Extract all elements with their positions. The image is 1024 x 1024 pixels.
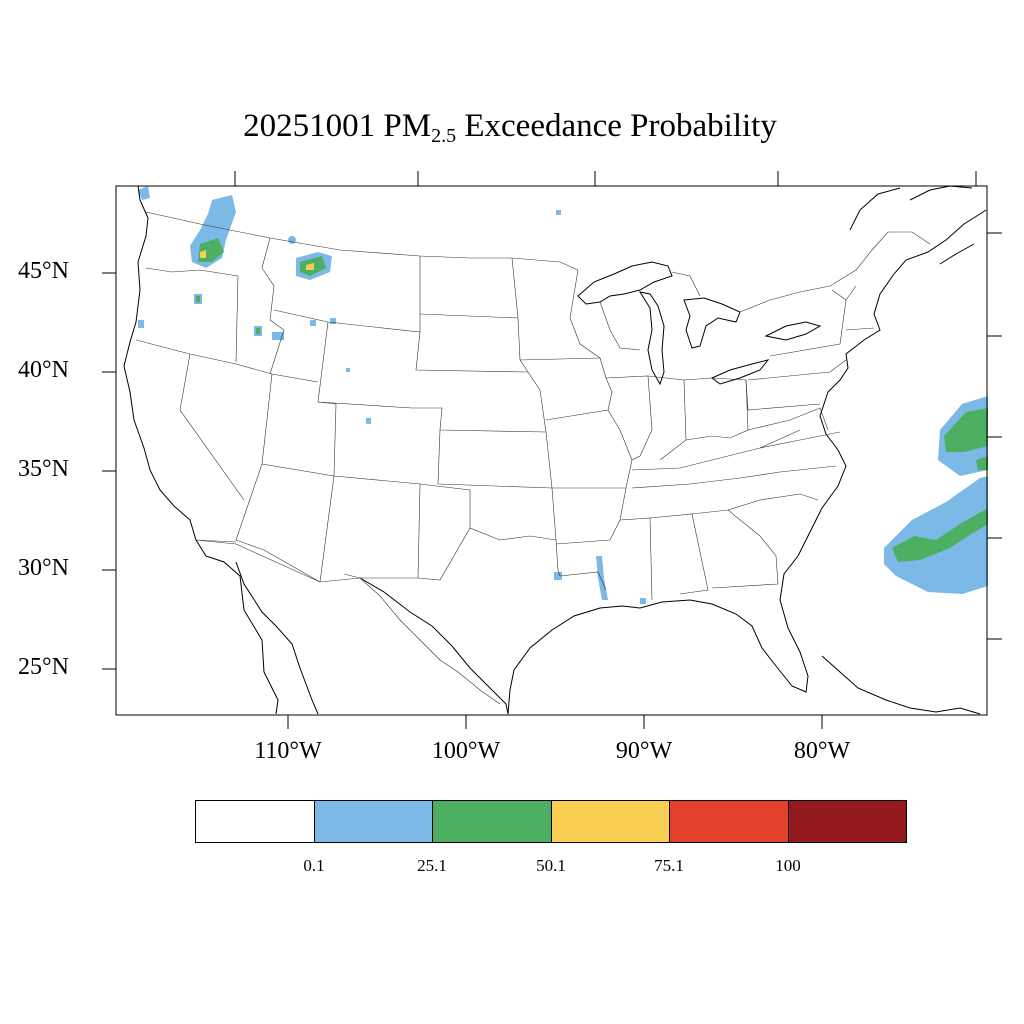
colorbar-label: 50.1 xyxy=(536,856,566,875)
tick-marks xyxy=(102,171,1002,729)
colorbar-segment xyxy=(670,801,789,842)
yellow-area-washington xyxy=(200,250,206,258)
green-area-atlantic-south xyxy=(892,508,988,562)
colorbar-segment xyxy=(788,801,906,842)
probability-areas xyxy=(138,186,988,604)
lat-label-30: 30°N xyxy=(18,555,69,581)
blue-area-atlantic-south xyxy=(884,476,988,594)
colorbar-label: 100 xyxy=(775,856,801,875)
colorbar-label: 75.1 xyxy=(654,856,684,875)
colorbar-segment xyxy=(196,801,315,842)
coastline xyxy=(123,185,987,715)
lat-label-35: 35°N xyxy=(18,456,69,482)
lon-label-80w: 80°W xyxy=(793,738,851,764)
colorbar-segment xyxy=(551,801,670,842)
state-borders xyxy=(135,211,931,601)
colorbar xyxy=(195,800,907,843)
great-lakes xyxy=(577,261,822,386)
green-area-atlantic-north xyxy=(944,408,988,452)
lat-label-45: 45°N xyxy=(18,258,69,284)
colorbar-label: 0.1 xyxy=(303,856,325,875)
blue-area-louisiana xyxy=(596,556,608,600)
map-frame xyxy=(115,185,988,716)
lon-label-90w: 90°W xyxy=(615,738,673,764)
lon-label-100w: 100°W xyxy=(431,738,501,764)
map-title: 20251001 PM2.5 Exceedance Probability xyxy=(243,108,777,147)
lat-label-25: 25°N xyxy=(18,654,69,680)
lat-label-40: 40°N xyxy=(18,357,69,383)
blue-area-bc xyxy=(138,186,150,200)
colorbar-segment xyxy=(433,801,552,842)
mexico-border xyxy=(195,539,501,705)
green-area-atlantic-north-2 xyxy=(976,456,988,470)
yellow-area-montana xyxy=(306,263,314,270)
colorbar-label: 25.1 xyxy=(417,856,447,875)
colorbar-segment xyxy=(314,801,433,842)
lon-label-110w: 110°W xyxy=(254,738,322,764)
